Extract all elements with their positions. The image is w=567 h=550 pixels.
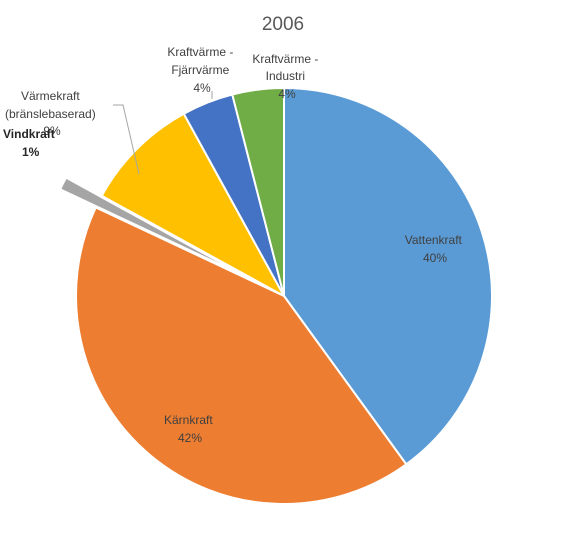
pie-slice-k-rnkraft (75, 206, 408, 506)
pie-slice-v-rmekraft-br-nslebaserad (100, 112, 287, 299)
pie-slice-vattenkraft (283, 86, 493, 466)
leader-line-varmekraft (113, 104, 140, 175)
chart-title: 2006 (262, 14, 304, 35)
pie-slice-kraftv-rme-industri (231, 86, 285, 297)
label-vattenkraft: Vattenkraft 40% (405, 233, 465, 265)
label-karnkraft: Kärnkraft 42% (164, 413, 216, 445)
label-vindkraft: Vindkraft 1% (3, 127, 58, 159)
leader-lines (113, 91, 213, 175)
pie-slices (58, 86, 493, 506)
label-industri: Kraftvärme - Industri 4% (252, 52, 321, 101)
label-varmekraft: Värmekraft (bränslebaserad) 9% (5, 89, 99, 138)
pie-slice-vindkraft (58, 176, 249, 279)
label-fjarrvarme: Kraftvärme - Fjärrvärme 4% (167, 45, 236, 95)
